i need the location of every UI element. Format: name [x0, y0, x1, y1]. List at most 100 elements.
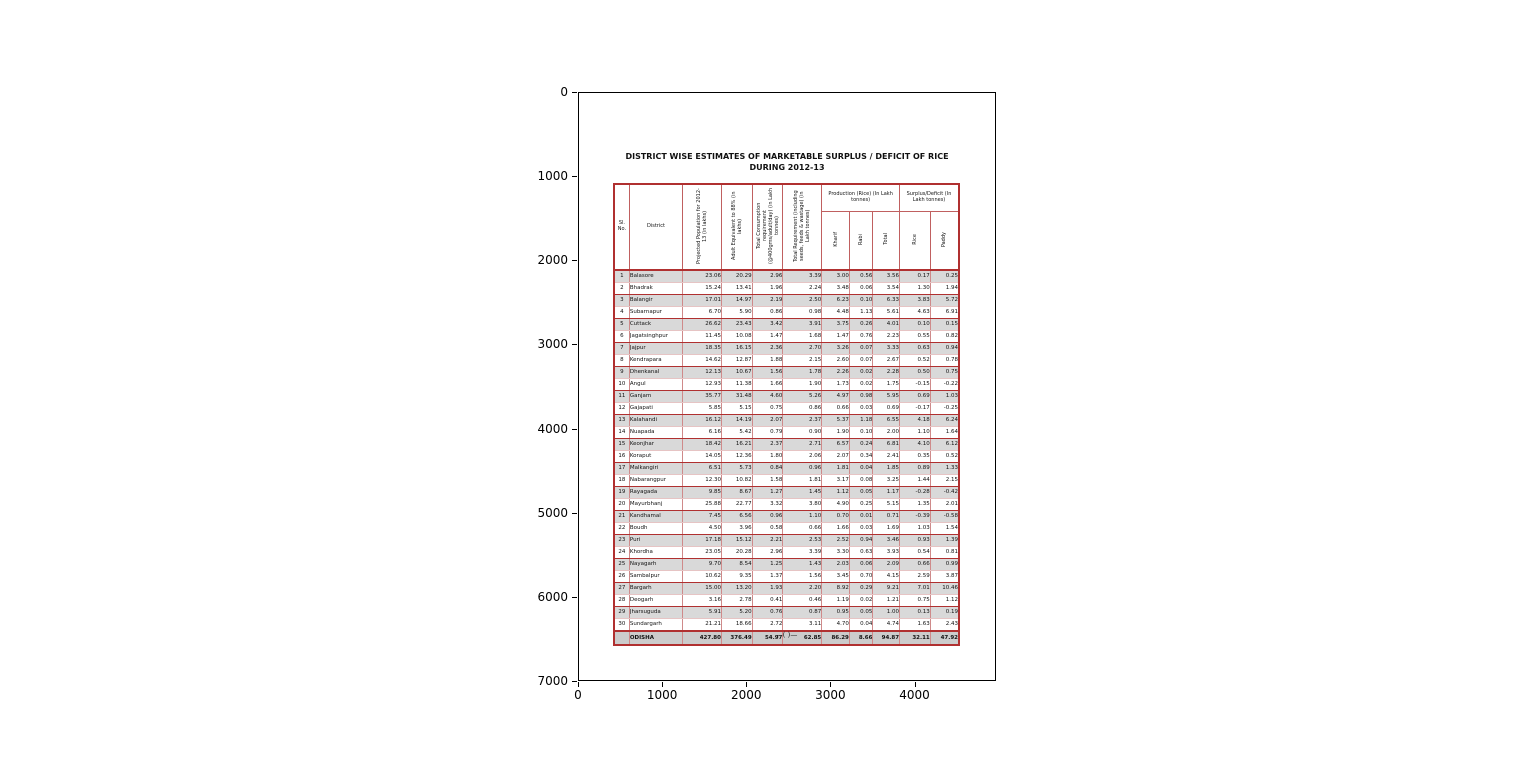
cell-value: 0.78: [929, 354, 959, 367]
cell-value: 5.90: [720, 306, 753, 319]
cell-value: 5.72: [929, 294, 959, 307]
cell-value: 0.69: [899, 390, 931, 403]
cell-value: 2.09: [872, 558, 900, 571]
cell-value: 0.50: [899, 366, 931, 379]
cell-value: 1.94: [929, 282, 959, 295]
cell-district: Keonjhar: [628, 438, 683, 451]
cell-value: 94.87: [872, 630, 900, 645]
cell-district: Sambalpur: [628, 570, 683, 583]
cell-value: 5.15: [872, 498, 900, 511]
cell-value: 0.75: [751, 402, 783, 415]
cell-district: Jajpur: [628, 342, 683, 355]
col-header-population: Projected Population for 2012-13 (in lak…: [682, 183, 722, 271]
cell-value: 1.21: [872, 594, 900, 607]
cell-value: 12.87: [720, 354, 753, 367]
cell-value: 1.88: [751, 354, 783, 367]
cell-value: 1.18: [848, 414, 873, 427]
cell-value: 5.26: [782, 390, 822, 403]
cell-value: 3.91: [782, 318, 822, 331]
cell-district: Ganjam: [628, 390, 683, 403]
cell-value: 0.93: [899, 534, 931, 547]
cell-value: 0.04: [848, 618, 873, 632]
cell-value: 5.91: [682, 606, 722, 619]
cell-value: 6.24: [929, 414, 959, 427]
rice-surplus-table: Sl. No. District Projected Population fo…: [613, 183, 960, 646]
cell-district: Puri: [628, 534, 683, 547]
cell-value: 0.76: [751, 606, 783, 619]
cell-value: 4.97: [821, 390, 850, 403]
cell-value: 6.23: [821, 294, 850, 307]
cell-district: Nuapada: [628, 426, 683, 439]
cell-value: 0.71: [872, 510, 900, 523]
y-tick-mark: [572, 596, 577, 598]
cell-value: -0.25: [929, 402, 959, 415]
cell-value: -0.15: [899, 378, 931, 391]
cell-value: 12.13: [682, 366, 722, 379]
cell-value: 86.29: [821, 630, 850, 645]
cell-value: 1.58: [751, 474, 783, 487]
cell-value: 15.12: [720, 534, 753, 547]
y-tick-label: 3000: [537, 337, 568, 352]
cell-value: 0.41: [751, 594, 783, 607]
cell-sl-no: 14: [613, 426, 630, 439]
cell-sl-no: 26: [613, 570, 630, 583]
cell-value: 1.25: [751, 558, 783, 571]
cell-value: 0.52: [929, 450, 959, 463]
col-header-requirement-label: Total Requirement (including seeds, feed…: [793, 189, 812, 262]
y-tick-mark: [572, 512, 577, 514]
col-header-population-label: Projected Population for 2012-13 (in lak…: [696, 187, 708, 264]
table-row: 14 Nuapada 6.16 5.42 0.79 0.90 1.90 0.10 2.00 1.1…: [613, 426, 959, 439]
cell-sl-no: 16: [613, 450, 630, 463]
cell-value: 1.54: [929, 522, 959, 535]
cell-district: Cuttack: [628, 318, 683, 331]
cell-value: 0.58: [751, 522, 783, 535]
cell-district: Bargarh: [628, 582, 683, 595]
cell-value: 1.68: [782, 330, 822, 343]
cell-value: 3.30: [821, 546, 850, 559]
cell-value: 0.95: [821, 606, 850, 619]
cell-value: 8.54: [720, 558, 753, 571]
cell-value: 2.23: [872, 330, 900, 343]
cell-value: 0.03: [848, 402, 873, 415]
cell-value: 2.52: [821, 534, 850, 547]
y-tick-label: 1000: [537, 169, 568, 184]
x-tick-label: 0: [574, 688, 582, 702]
cell-value: 0.05: [848, 486, 873, 499]
cell-value: -0.42: [929, 486, 959, 499]
col-header-sl-no: Sl. No.: [613, 183, 630, 271]
cell-value: 23.43: [720, 318, 753, 331]
cell-district: Nabarangpur: [628, 474, 683, 487]
cell-district: Khordha: [628, 546, 683, 559]
cell-value: 3.42: [751, 318, 783, 331]
cell-sl-no: 11: [613, 390, 630, 403]
table-row: 11 Ganjam 35.77 31.48 4.60 5.26 4.97 0.98 5.95 0.…: [613, 390, 959, 403]
cell-value: 1.66: [751, 378, 783, 391]
y-tick-mark: [572, 260, 577, 262]
cell-value: 2.72: [751, 618, 783, 632]
cell-district: Dhenkanal: [628, 366, 683, 379]
cell-district: Boudh: [628, 522, 683, 535]
cell-value: 2.43: [929, 618, 959, 632]
cell-value: 0.29: [848, 582, 873, 595]
cell-value: 4.18: [899, 414, 931, 427]
cell-value: 3.46: [872, 534, 900, 547]
cell-district: Balangir: [628, 294, 683, 307]
table-row: 20 Mayurbhanj 25.88 22.77 3.32 3.80 4.90 0.25 5.…: [613, 498, 959, 511]
cell-value: 0.26: [848, 318, 873, 331]
cell-district: Jharsuguda: [628, 606, 683, 619]
cell-value: 16.21: [720, 438, 753, 451]
col-header-adult-label: Adult Equivalent to 88% (in lakhs): [730, 191, 743, 260]
cell-sl-no: 21: [613, 510, 630, 523]
cell-value: 6.91: [929, 306, 959, 319]
cell-value: 10.08: [720, 330, 753, 343]
cell-value: 1.17: [872, 486, 900, 499]
cell-value: 1.81: [821, 462, 850, 475]
cell-value: 1.00: [872, 606, 900, 619]
cell-value: 0.87: [782, 606, 822, 619]
cell-value: 6.33: [872, 294, 900, 307]
cell-value: 0.96: [782, 462, 822, 475]
cell-value: 2.59: [899, 570, 931, 583]
table-row: 23 Puri 17.18 15.12 2.21 2.53 2.52 0.94 3.46 0.93…: [613, 534, 959, 547]
cell-value: -0.39: [899, 510, 931, 523]
col-header-consumption-label: Total Consumption requirement (@400gms/a…: [755, 187, 780, 264]
